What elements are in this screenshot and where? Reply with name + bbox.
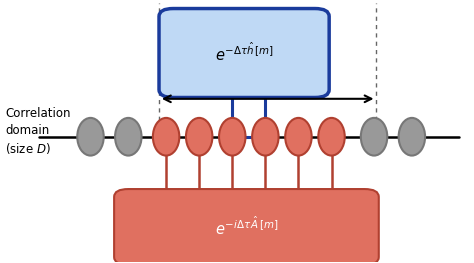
FancyBboxPatch shape [159, 8, 329, 98]
Ellipse shape [77, 118, 104, 156]
Ellipse shape [219, 118, 246, 156]
FancyBboxPatch shape [114, 189, 379, 263]
Ellipse shape [361, 118, 387, 156]
Text: Correlation
domain
(size $D$): Correlation domain (size $D$) [5, 107, 71, 156]
Ellipse shape [285, 118, 312, 156]
Ellipse shape [186, 118, 212, 156]
Ellipse shape [153, 118, 179, 156]
Ellipse shape [115, 118, 142, 156]
Text: $e^{-\Delta\tau\hat{h}\,[m]}$: $e^{-\Delta\tau\hat{h}\,[m]}$ [215, 42, 273, 65]
Text: $e^{-i\Delta\tau\,\hat{A}\,[m]}$: $e^{-i\Delta\tau\,\hat{A}\,[m]}$ [215, 215, 278, 239]
Ellipse shape [318, 118, 345, 156]
Ellipse shape [252, 118, 279, 156]
Ellipse shape [399, 118, 425, 156]
